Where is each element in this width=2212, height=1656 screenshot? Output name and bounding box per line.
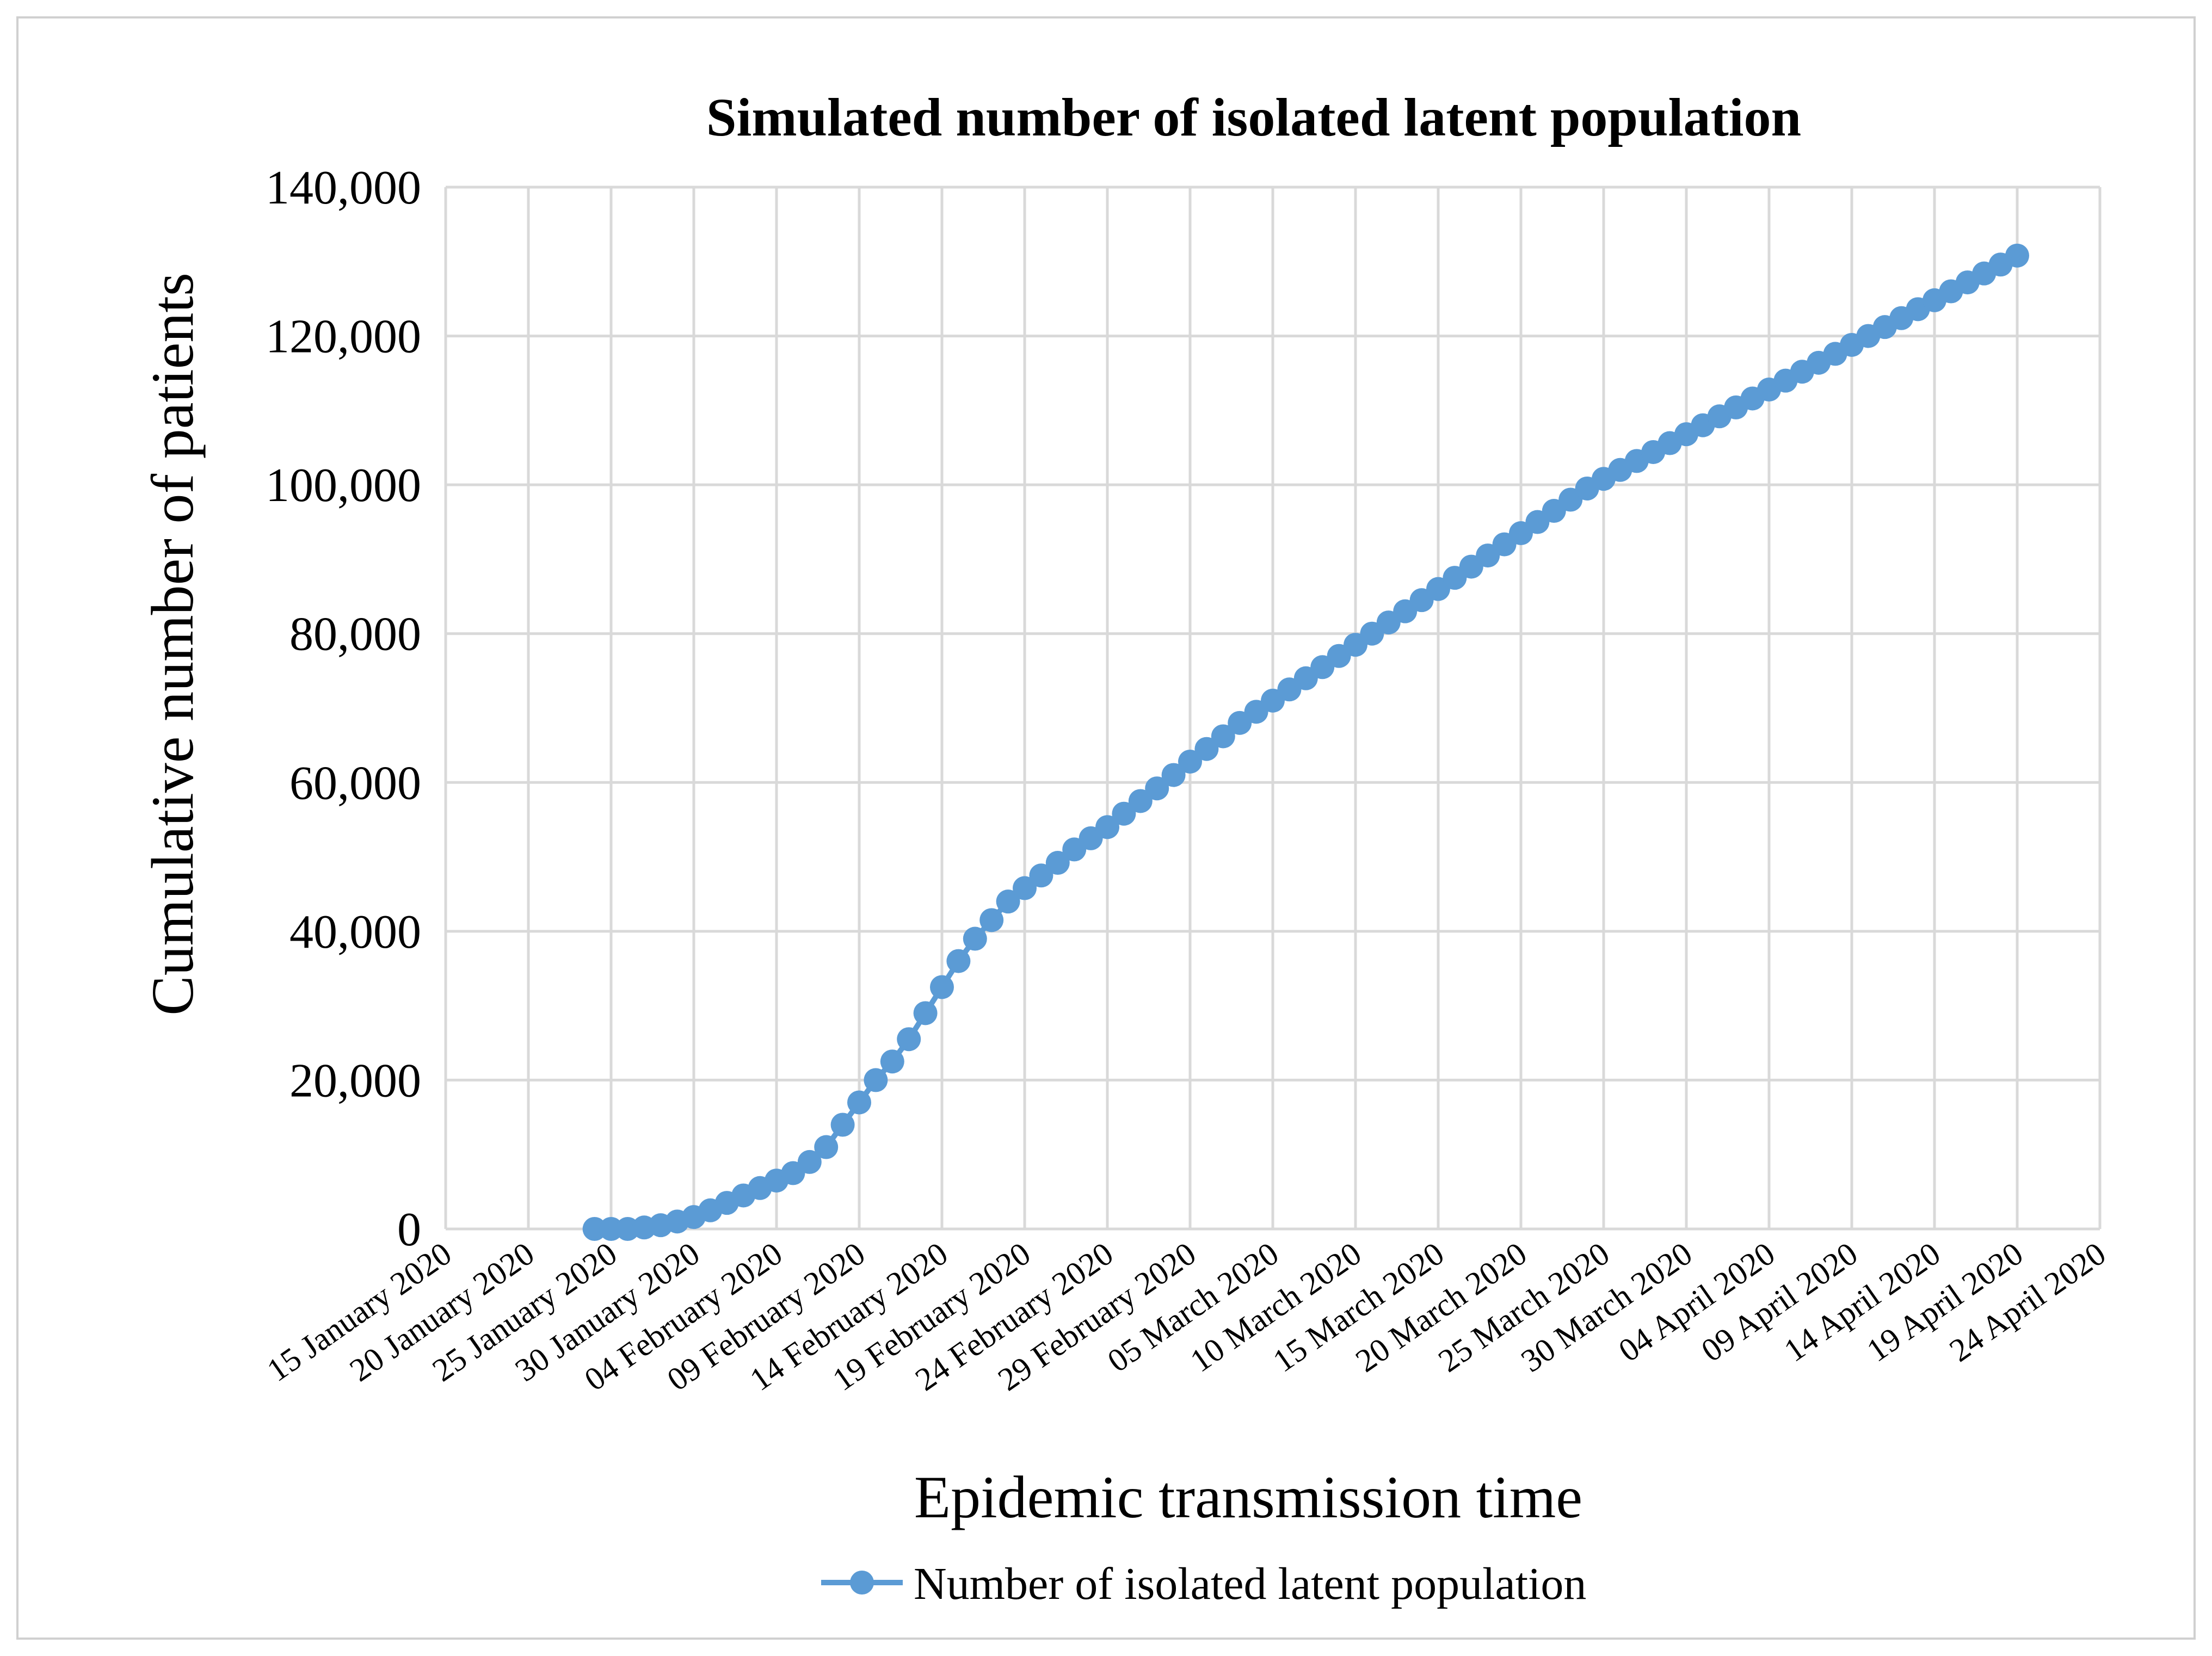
grid: [444, 186, 2102, 1231]
legend-marker: [850, 1571, 874, 1595]
y-tick-label: 140,000: [266, 162, 421, 214]
data-point: [1178, 749, 1202, 774]
y-tick-label: 60,000: [289, 757, 421, 810]
data-point: [996, 889, 1020, 914]
data-point: [913, 1001, 938, 1025]
y-tick-label: 20,000: [289, 1054, 421, 1107]
data-point: [880, 1049, 904, 1074]
legend: Number of isolated latent population: [821, 1559, 1586, 1609]
data-point: [1095, 815, 1119, 839]
data-point: [946, 949, 971, 973]
data-point: [963, 926, 987, 951]
data-point: [582, 1217, 607, 1241]
data-point: [599, 1217, 623, 1241]
data-point: [1045, 851, 1070, 875]
data-point: [1029, 863, 1053, 888]
data-point: [897, 1027, 921, 1052]
y-tick-label: 40,000: [289, 906, 421, 959]
y-tick-label: 80,000: [289, 608, 421, 661]
series-markers: [582, 243, 2029, 1241]
data-point: [1194, 737, 1219, 761]
y-tick-labels: 0 20,000 40,000 60,000 80,000 100,000 120,000 1…: [266, 162, 421, 1256]
x-axis-label: Epidemic transmission time: [914, 1464, 1582, 1530]
data-point: [1112, 801, 1136, 826]
y-tick-label: 100,000: [266, 459, 421, 512]
data-point: [797, 1150, 822, 1174]
data-point: [864, 1068, 888, 1092]
data-point: [847, 1090, 871, 1115]
y-tick-label: 0: [397, 1203, 421, 1256]
data-point: [1161, 763, 1186, 787]
data-point: [1013, 876, 1037, 900]
data-point: [1145, 776, 1169, 801]
data-point: [2005, 243, 2029, 268]
data-point: [830, 1113, 855, 1137]
chart-frame: Simulated number of isolated latent popu…: [16, 16, 2196, 1640]
data-point: [1211, 724, 1235, 749]
data-point: [814, 1135, 839, 1159]
data-point: [1128, 789, 1153, 813]
data-point: [979, 908, 1004, 932]
series-line: [594, 253, 2019, 1232]
data-point: [930, 975, 954, 999]
y-axis-label: Cumulative number of patients: [139, 273, 206, 1016]
y-tick-label: 120,000: [266, 311, 421, 363]
legend-label: Number of isolated latent population: [914, 1559, 1586, 1609]
chart-svg: Simulated number of isolated latent popu…: [139, 87, 2112, 1609]
chart-title: Simulated number of isolated latent popu…: [706, 87, 1801, 147]
